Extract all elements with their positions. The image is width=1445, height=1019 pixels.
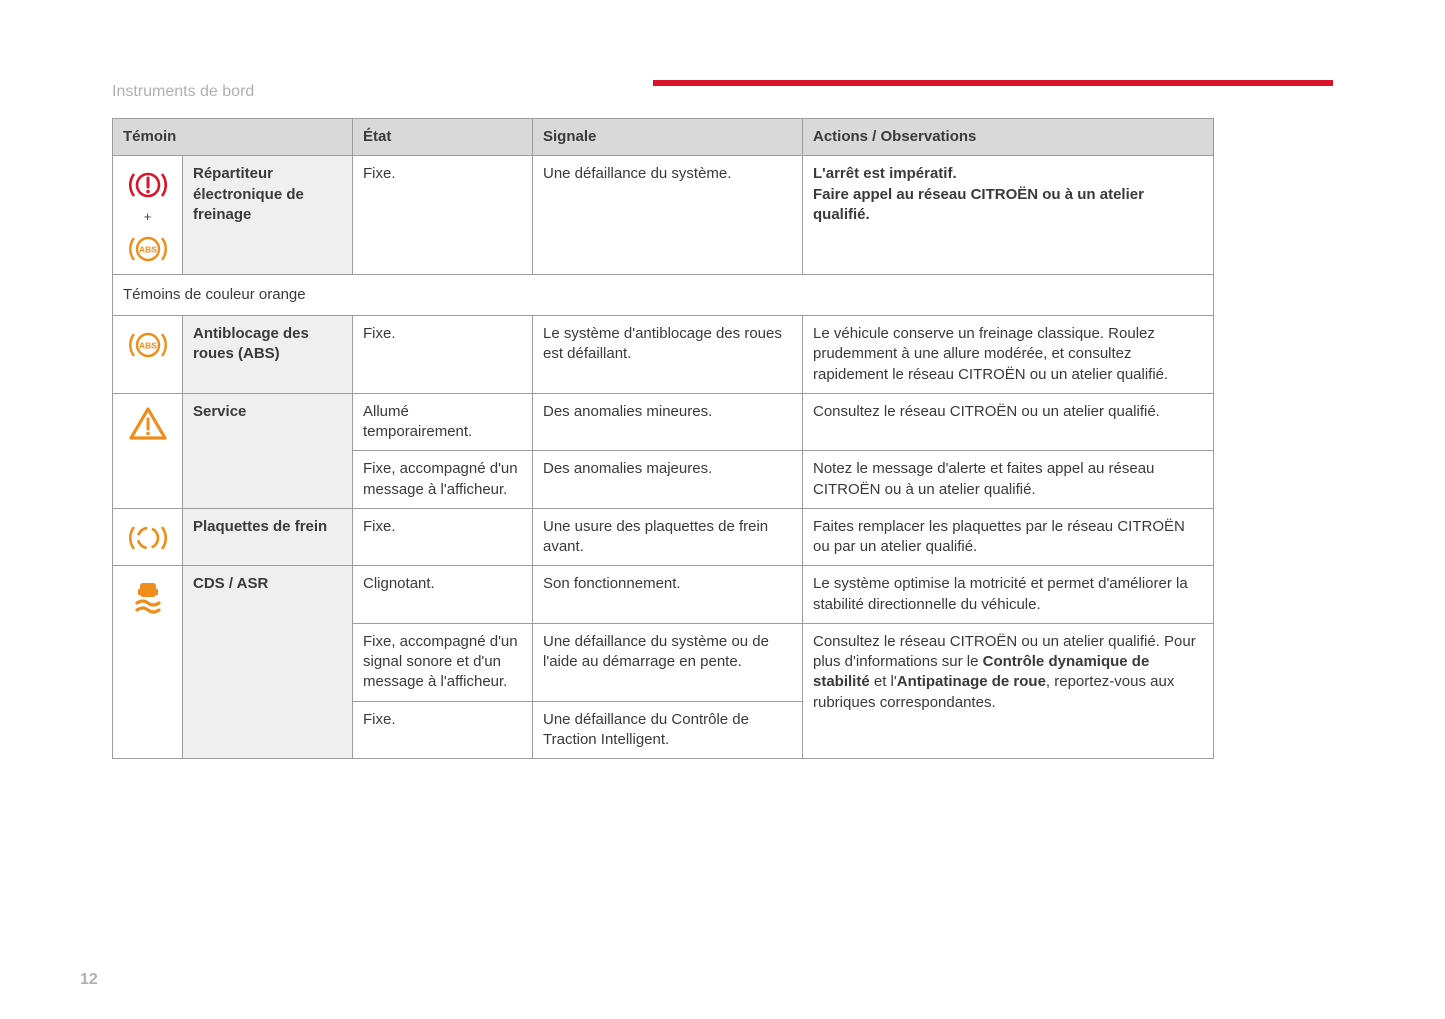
warning-action: Le véhicule conserve un freinage classiq… (803, 316, 1214, 394)
icon-cell: ABS (113, 316, 183, 394)
table-header-row: Témoin État Signale Actions / Observatio… (113, 119, 1214, 156)
header-signale: Signale (533, 119, 803, 156)
warning-state: Fixe. (353, 508, 533, 566)
warning-name: Antiblocage des roues (ABS) (183, 316, 353, 394)
table-row: CDS / ASR Clignotant. Son fonctionnement… (113, 566, 1214, 624)
table-row: ABS Antiblocage des roues (ABS) Fixe. Le… (113, 316, 1214, 394)
warning-state: Fixe, accompagné d'un signal sonore et d… (353, 623, 533, 701)
action-bold: Antipatinage de roue (897, 673, 1046, 690)
warning-signal: Une défaillance du Contrôle de Traction … (533, 701, 803, 759)
icon-cell (113, 566, 183, 759)
plus-icon: + (144, 208, 152, 226)
warning-signal: Des anomalies majeures. (533, 451, 803, 509)
service-triangle-icon (128, 406, 168, 442)
warning-signal: Son fonctionnement. (533, 566, 803, 624)
table-row: Service Allumé temporairement. Des anoma… (113, 393, 1214, 451)
warning-action: Consultez le réseau CITROËN ou un atelie… (803, 393, 1214, 451)
page-number: 12 (80, 971, 98, 989)
section-row: Témoins de couleur orange (113, 274, 1214, 315)
warning-action: L'arrêt est impératif. Faire appel au ré… (803, 156, 1214, 275)
warning-signal: Une usure des plaquettes de frein avant. (533, 508, 803, 566)
warning-state: Fixe. (353, 701, 533, 759)
warning-action: Le système optimise la motricité et perm… (803, 566, 1214, 624)
warning-signal: Une défaillance du système. (533, 156, 803, 275)
abs-icon: ABS (128, 232, 168, 266)
warning-name: CDS / ASR (183, 566, 353, 759)
abs-icon: ABS (128, 328, 168, 362)
brake-warning-icon (128, 168, 168, 202)
warning-name: Service (183, 393, 353, 508)
warning-action: Faites remplacer les plaquettes par le r… (803, 508, 1214, 566)
warning-action: Notez le message d'alerte et faites appe… (803, 451, 1214, 509)
icon-cell (113, 393, 183, 508)
action-line-2: Faire appel au réseau CITROËN ou à un at… (813, 186, 1144, 223)
icon-cell (113, 508, 183, 566)
warning-name: Plaquettes de frein (183, 508, 353, 566)
warning-action: Consultez le réseau CITROËN ou un atelie… (803, 623, 1214, 758)
section-label: Témoins de couleur orange (113, 274, 1214, 315)
icon-cell: + ABS (113, 156, 183, 275)
header-accent-bar (653, 80, 1333, 86)
traction-control-icon (129, 578, 167, 616)
warning-state: Fixe. (353, 156, 533, 275)
action-line-1: L'arrêt est impératif. (813, 165, 957, 182)
header-temoin: Témoin (113, 119, 353, 156)
warning-state: Fixe. (353, 316, 533, 394)
warning-state: Allumé temporairement. (353, 393, 533, 451)
warning-lights-table: Témoin État Signale Actions / Observatio… (112, 118, 1214, 759)
action-text: et l' (870, 673, 897, 690)
table-row: + ABS Répartiteur électronique de freina… (113, 156, 1214, 275)
header-etat: État (353, 119, 533, 156)
warning-signal: Le système d'antiblocage des roues est d… (533, 316, 803, 394)
header-actions: Actions / Observations (803, 119, 1214, 156)
warning-signal: Une défaillance du système ou de l'aide … (533, 623, 803, 701)
warning-state: Clignotant. (353, 566, 533, 624)
svg-text:ABS: ABS (139, 244, 157, 254)
warning-state: Fixe, accompagné d'un message à l'affich… (353, 451, 533, 509)
svg-text:ABS: ABS (139, 341, 157, 351)
warning-signal: Des anomalies mineures. (533, 393, 803, 451)
warning-name: Répartiteur électronique de freinage (183, 156, 353, 275)
brake-pads-icon (128, 521, 168, 555)
page-title: Instruments de bord (112, 83, 254, 101)
table-row: Plaquettes de frein Fixe. Une usure des … (113, 508, 1214, 566)
